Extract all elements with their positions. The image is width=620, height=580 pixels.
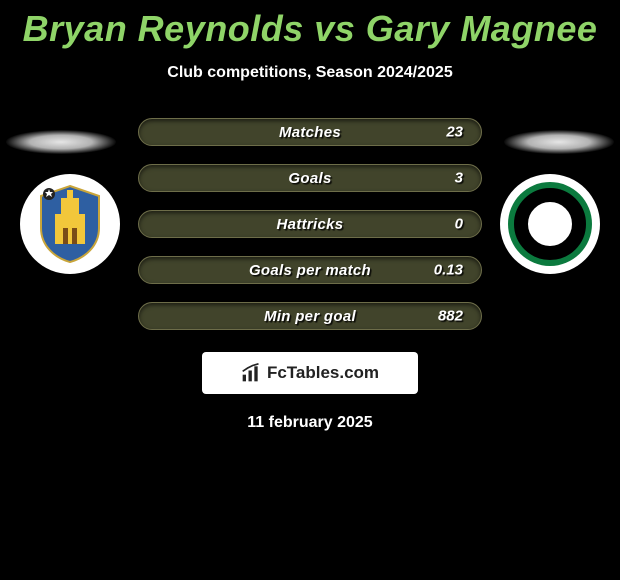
page-title: Bryan Reynolds vs Gary Magnee bbox=[0, 8, 620, 50]
stat-label: Goals bbox=[288, 170, 331, 187]
stat-value-right: 0 bbox=[455, 216, 463, 233]
stat-label: Min per goal bbox=[264, 308, 356, 325]
player-silhouette-shadow-left bbox=[6, 130, 116, 154]
page-subtitle: Club competitions, Season 2024/2025 bbox=[0, 64, 620, 82]
stat-rows: Matches 23 Goals 3 Hattricks 0 Goals per… bbox=[138, 118, 482, 330]
stat-label: Goals per match bbox=[249, 262, 371, 279]
stat-row-hattricks: Hattricks 0 bbox=[138, 210, 482, 238]
stat-value-right: 23 bbox=[446, 124, 463, 141]
crown-icon: ♛ bbox=[545, 188, 556, 202]
stat-row-goals-per-match: Goals per match 0.13 bbox=[138, 256, 482, 284]
stat-label: Matches bbox=[279, 124, 341, 141]
stat-label: Hattricks bbox=[277, 216, 344, 233]
westerlo-crest-icon bbox=[37, 184, 103, 264]
stat-value-right: 0.13 bbox=[434, 262, 463, 279]
club-badge-right: ♛ bbox=[500, 174, 600, 274]
stat-row-matches: Matches 23 bbox=[138, 118, 482, 146]
bar-chart-icon bbox=[241, 363, 261, 383]
attribution-text: FcTables.com bbox=[267, 363, 379, 383]
page-root: Bryan Reynolds vs Gary Magnee Club compe… bbox=[0, 0, 620, 580]
cercle-brugge-crest-icon: ♛ bbox=[508, 182, 592, 266]
player-silhouette-shadow-right bbox=[504, 130, 614, 154]
stat-row-goals: Goals 3 bbox=[138, 164, 482, 192]
footer-date: 11 february 2025 bbox=[0, 414, 620, 432]
stat-value-right: 882 bbox=[438, 308, 463, 325]
attribution-badge[interactable]: FcTables.com bbox=[202, 352, 418, 394]
club-badge-left bbox=[20, 174, 120, 274]
stat-value-right: 3 bbox=[455, 170, 463, 187]
stat-row-min-per-goal: Min per goal 882 bbox=[138, 302, 482, 330]
comparison-panel: ♛ Matches 23 Goals 3 Hattricks 0 Goals p… bbox=[0, 118, 620, 432]
